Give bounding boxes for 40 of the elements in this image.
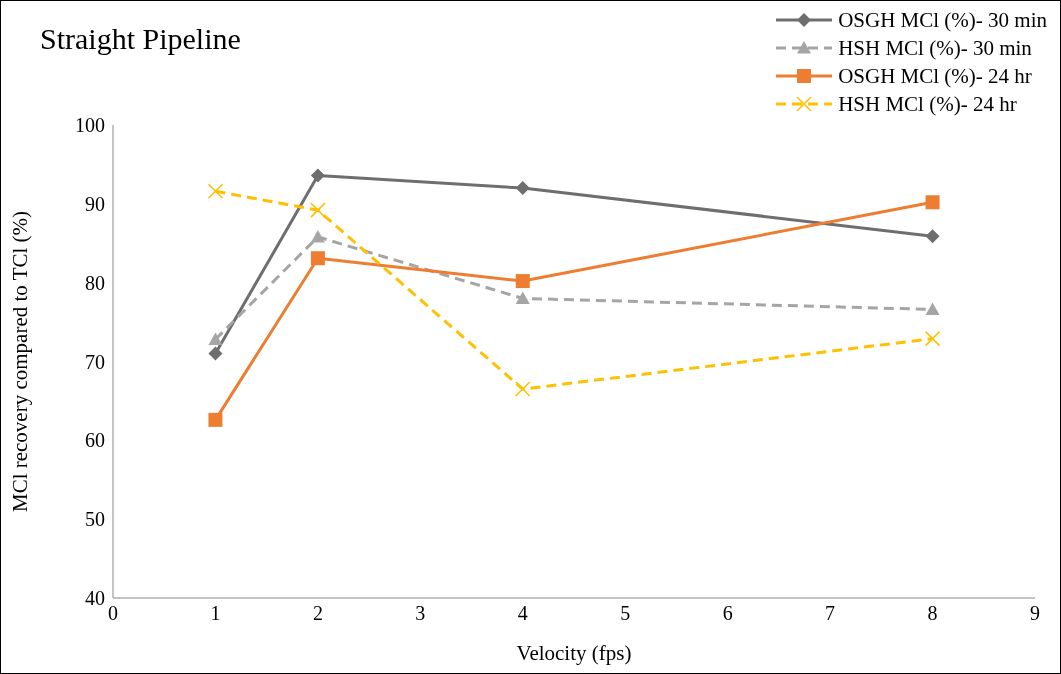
x-tick-label: 2: [312, 602, 323, 625]
x-tick-label: 7: [825, 602, 836, 625]
point: [208, 332, 223, 346]
point: [310, 251, 325, 266]
y-axis-title: MCl recovery compared to TCl (%): [8, 210, 33, 513]
point: [515, 274, 530, 289]
legend-label: OSGH MCl (%)- 24 hr: [838, 63, 1032, 90]
x-tick-label: 4: [517, 602, 528, 625]
legend-label: HSH MCl (%)- 30 min: [838, 35, 1032, 62]
point: [208, 412, 223, 427]
point: [310, 168, 325, 183]
legend-label: OSGH MCl (%)- 30 min: [838, 7, 1047, 34]
point: [925, 229, 940, 244]
x-axis-title: Velocity (fps): [516, 641, 632, 665]
point: [925, 195, 940, 210]
x-tick-label: 0: [108, 602, 118, 625]
point: [924, 330, 941, 347]
point: [208, 346, 223, 361]
legend-label: HSH MCl (%)- 24 hr: [838, 91, 1017, 118]
y-tick-label: 70: [85, 350, 105, 373]
x-tick-label: 8: [927, 602, 938, 625]
y-tick-label: 80: [85, 271, 105, 294]
x-tick-label: 9: [1030, 602, 1040, 625]
point: [925, 302, 940, 316]
x-tick-label: 6: [722, 602, 733, 625]
point: [515, 291, 530, 305]
chart-title: Straight Pipeline: [40, 22, 241, 56]
y-tick-label: 90: [85, 192, 105, 215]
x-tick-label: 5: [620, 602, 631, 625]
point: [515, 381, 531, 397]
y-tick-label: 50: [85, 508, 105, 531]
y-tick-label: 40: [85, 587, 105, 610]
point: [207, 183, 224, 199]
y-tick-label: 60: [85, 429, 105, 452]
point: [515, 181, 530, 196]
point: [310, 229, 325, 243]
point: [310, 202, 326, 218]
x-tick-label: 3: [415, 602, 426, 625]
y-tick-label: 100: [75, 114, 105, 137]
x-tick-label: 1: [210, 602, 221, 625]
